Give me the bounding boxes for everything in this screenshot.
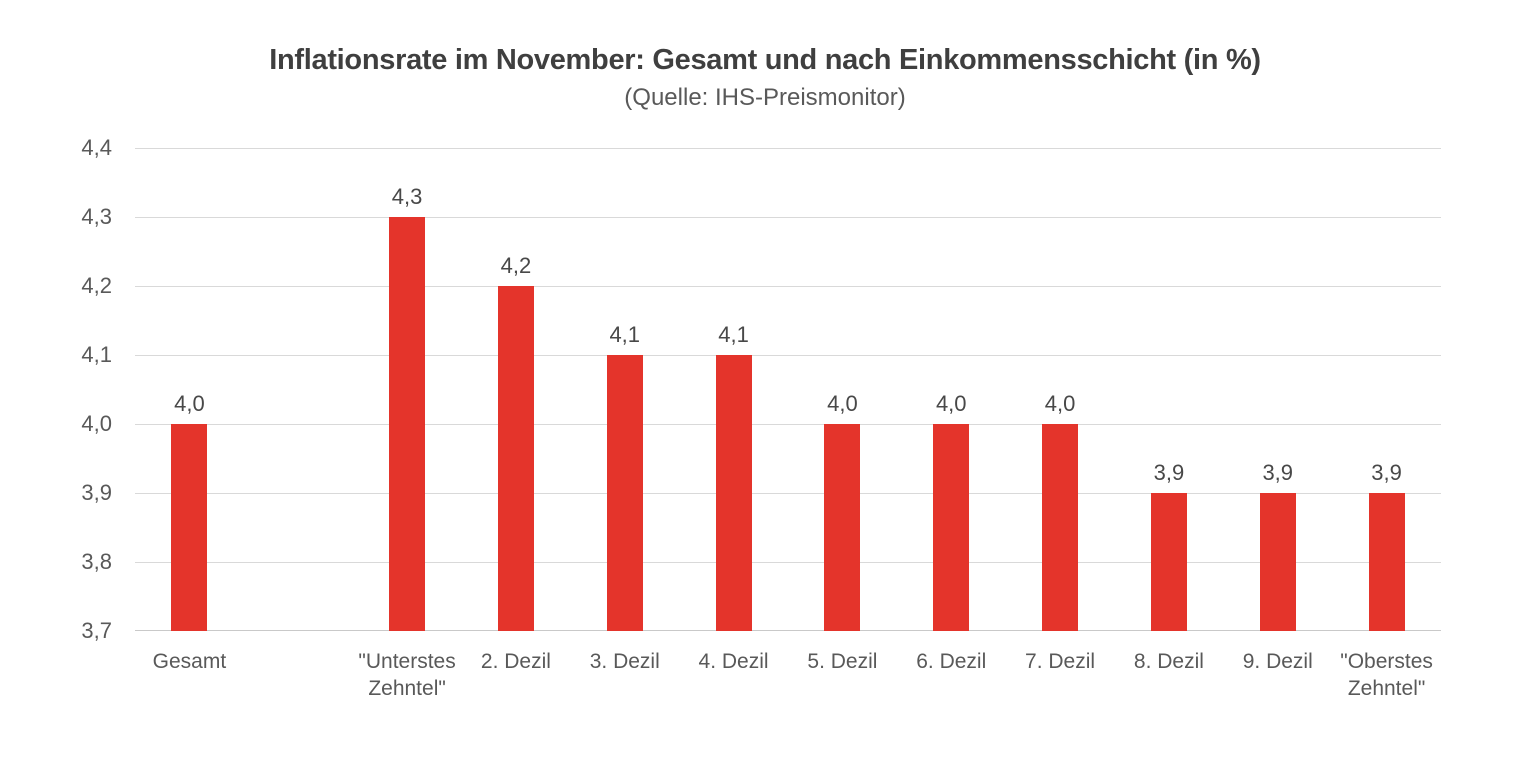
chart-subtitle: (Quelle: IHS-Preismonitor) (624, 84, 906, 111)
y-tick-label: 4,2 (81, 273, 112, 298)
gridline (135, 148, 1441, 149)
bar-value-label: 4,2 (500, 253, 532, 278)
plot-area: 4,0 4,3 4,2 4,1 4,1 4,0 4,0 4,0 3,9 3,9 3,9 (135, 148, 1441, 631)
bar-slot: 4,0 (897, 148, 1006, 631)
bar-slot: 4,0 (1006, 148, 1115, 631)
x-tick-label: 5. Dezil (807, 650, 878, 673)
x-tick-label: 6. Dezil (916, 650, 987, 673)
bar-value-label: 4,0 (935, 391, 967, 416)
bar-value-label: 3,9 (1371, 460, 1402, 485)
bar-value-label: 4,1 (718, 322, 749, 347)
gridline (135, 424, 1441, 425)
chart-title: Inflationsrate im November: Gesamt und n… (269, 44, 1261, 76)
bar-value-label: 4,3 (391, 184, 423, 209)
bar (1150, 493, 1187, 631)
x-tick-label: 2. Dezil (480, 650, 551, 673)
x-tick-label: 8. Dezil (1133, 650, 1204, 673)
x-tick-label: Gesamt (152, 650, 227, 673)
bar-value-label: 4,0 (827, 391, 858, 416)
gridline (135, 493, 1441, 494)
y-tick-label: 4,3 (81, 204, 112, 229)
bar (1368, 493, 1405, 631)
y-tick-label: 4,1 (81, 342, 112, 367)
y-tick-label: 3,8 (81, 549, 112, 574)
bar (171, 424, 208, 631)
x-axis-line (135, 630, 1441, 631)
bar-slot: 4,0 (135, 148, 244, 631)
bar (715, 355, 752, 631)
bar-slot (244, 148, 353, 631)
bar-slot: 3,9 (1223, 148, 1332, 631)
bar-slot: 4,3 (353, 148, 462, 631)
bar-slot: 4,1 (679, 148, 788, 631)
x-tick-label: 3. Dezil (589, 650, 660, 673)
bar-slot: 3,9 (1115, 148, 1224, 631)
bar (606, 355, 643, 631)
bars-layer: 4,0 4,3 4,2 4,1 4,1 4,0 4,0 4,0 3,9 3,9 3,9 (135, 148, 1441, 631)
bar-slot: 4,1 (570, 148, 679, 631)
bar-slot: 3,9 (1332, 148, 1441, 631)
bar (1259, 493, 1296, 631)
x-tick-label: 9. Dezil (1242, 650, 1313, 673)
gridline (135, 562, 1441, 563)
x-tick-label: "Oberstes Zehntel" (1340, 650, 1433, 701)
bar-value-label: 3,9 (1262, 460, 1294, 485)
y-tick-label: 3,9 (81, 480, 112, 505)
bar-value-label: 3,9 (1153, 460, 1185, 485)
x-tick-label: 7. Dezil (1025, 650, 1096, 673)
bar-value-label: 4,0 (174, 391, 205, 416)
bar-value-label: 4,0 (1044, 391, 1076, 416)
bar (1042, 424, 1079, 631)
bar (933, 424, 970, 631)
bar-slot: 4,0 (788, 148, 897, 631)
x-axis: Gesamt "Unterstes Zehntel" 2. Dezil 3. Dezi… (135, 631, 1441, 721)
bar (389, 217, 426, 631)
y-axis: 4,4 4,3 4,2 4,1 4,0 3,9 3,8 3,7 (0, 135, 112, 643)
gridline (135, 286, 1441, 287)
gridline (135, 217, 1441, 218)
bar-slot: 4,2 (462, 148, 571, 631)
x-tick-label: 4. Dezil (698, 650, 769, 673)
x-tick-label: "Unterstes Zehntel" (358, 650, 456, 701)
y-tick-label: 4,4 (81, 135, 112, 160)
gridline (135, 355, 1441, 356)
bar (824, 424, 861, 631)
y-tick-label: 4,0 (81, 411, 112, 436)
bar-value-label: 4,1 (609, 322, 641, 347)
y-tick-label: 3,7 (81, 618, 112, 643)
bar (497, 286, 534, 631)
